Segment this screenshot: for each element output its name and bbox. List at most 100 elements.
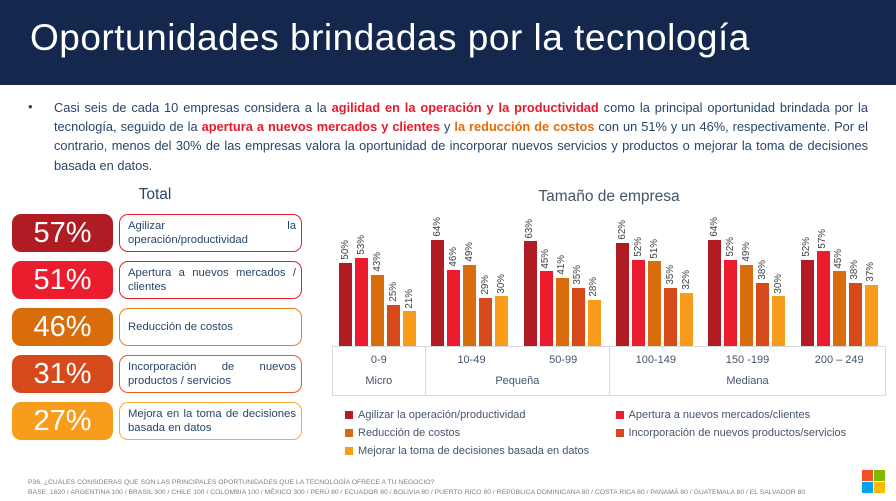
bar [371, 274, 385, 346]
bar-value-label: 45% [833, 248, 845, 269]
axis-ranges-row: 100-149 150 -199 200 – 249 [610, 347, 885, 370]
bar-value-label: 50% [339, 240, 351, 260]
bar [495, 296, 509, 346]
legend-item: Incorporación de nuevos productos/servic… [615, 427, 887, 439]
bar-slot: 37% [864, 208, 880, 346]
total-row: 46% Reducción de costos [12, 308, 304, 346]
bar-slot: 29% [478, 208, 494, 346]
bar [403, 311, 417, 346]
legend-swatch-icon [345, 447, 353, 455]
footnote: P36. ¿CUÁLES CONSIDERAS QUE SON LAS PRIN… [28, 479, 828, 496]
bar-slot: 49% [462, 208, 478, 346]
microsoft-logo-square [862, 482, 873, 493]
intro-segment: con un 51% y un 46%, respectivamente. Po… [54, 119, 868, 173]
microsoft-logo-square [862, 470, 873, 481]
bar-value-label: 43% [371, 252, 383, 272]
bar-slot: 45% [832, 208, 848, 346]
bar-slot: 25% [386, 208, 402, 346]
intro-segment: la reducción de costos [454, 119, 595, 135]
intro-segment: apertura a nuevos mercados y clientes [201, 119, 440, 135]
title-bar: Oportunidades brindadas por la tecnologí… [0, 0, 896, 85]
axis-section: 10-49 50-99 Pequeña [424, 347, 609, 395]
bar-slot: 43% [370, 208, 386, 346]
bar-value-label: 21% [403, 288, 415, 309]
axis-category-label: Pequeña [495, 374, 540, 387]
legend-label: Mejorar la toma de decisiones basada en … [358, 445, 590, 457]
bar-value-label: 51% [648, 238, 660, 259]
bar-slot: 52% [723, 208, 739, 346]
axis-range-label: 0-9 [370, 354, 387, 367]
bar [648, 261, 662, 346]
footnote-question: P36. ¿CUÁLES CONSIDERAS QUE SON LAS PRIN… [28, 479, 435, 486]
bar-slot: 49% [739, 208, 755, 346]
bar [479, 297, 493, 346]
bar [816, 251, 830, 346]
bar [724, 259, 738, 346]
bar-value-label: 52% [632, 237, 644, 257]
bar-value-label: 35% [664, 265, 676, 285]
total-value-pill: 57% [12, 214, 113, 252]
bar [539, 271, 553, 346]
legend-swatch-icon [345, 429, 353, 437]
intro-segment: Casi seis de cada 10 empresas considera … [54, 100, 332, 115]
bar-value-label: 41% [556, 255, 568, 275]
total-label-box: Apertura a nuevos mercados / clientes [119, 261, 302, 299]
company-size-chart: Tamaño de empresa 50% 53% 43% 25% 21% 64% 46% 4… [332, 188, 886, 463]
bar [832, 271, 846, 346]
bar [571, 287, 585, 346]
bar [756, 282, 770, 346]
bar-value-label: 46% [447, 247, 459, 267]
axis-range-label: 200 – 249 [814, 354, 864, 367]
bar-value-label: 64% [431, 217, 443, 237]
bar [387, 304, 401, 346]
total-row: 31% Incorporación de nuevos productos / s… [12, 355, 304, 393]
bar [355, 258, 369, 346]
microsoft-logo-square [874, 482, 885, 493]
microsoft-logo [862, 470, 885, 493]
bar-slot: 57% [816, 208, 832, 346]
page-title: Oportunidades brindadas por la tecnologí… [30, 17, 750, 58]
bar-value-label: 62% [616, 220, 628, 241]
intro-text: Casi seis de cada 10 empresas considera … [54, 98, 868, 175]
bar-slot: 32% [679, 208, 695, 346]
bar-value-label: 28% [588, 276, 600, 297]
bar-group: 50% 53% 43% 25% 21% [332, 208, 424, 346]
bar [616, 243, 630, 346]
footnote-base: BASE: 1620 / ARGENTINA 100 / BRASIL 300 … [28, 489, 806, 496]
bar-slot: 38% [848, 208, 864, 346]
axis-range-label: 150 -199 [725, 354, 770, 367]
bar-slot: 21% [402, 208, 418, 346]
intro-segment: como la principal oportunidad brindada p… [54, 100, 869, 135]
bar-group: 52% 57% 45% 38% 37% [794, 208, 886, 346]
bar-value-label: 45% [540, 248, 552, 269]
bar-value-label: 30% [772, 273, 784, 294]
bar-slot: 30% [494, 208, 510, 346]
total-label-box: Agilizar la operación/productividad [119, 214, 302, 252]
bar-slot: 50% [338, 208, 354, 346]
legend-label: Reducción de costos [358, 427, 461, 439]
legend-swatch-icon [615, 429, 624, 437]
total-label-box: Reducción de costos [119, 308, 302, 346]
axis-category-label: Micro [365, 374, 393, 387]
axis-range-label: 10-49 [457, 354, 486, 367]
bar-slot: 52% [631, 208, 647, 346]
bar-slot: 46% [446, 208, 462, 346]
bar [431, 239, 445, 346]
bar-value-label: 32% [680, 270, 692, 290]
total-panel: Total 57% Agilizar la operación/productiv… [12, 186, 304, 449]
bar-slot: 64% [430, 208, 446, 346]
x-axis-table: 0-9 Micro 10-49 50-99 Pequeña 100-149 150 -199… [332, 346, 886, 396]
total-row: 51% Apertura a nuevos mercados / clientes [12, 261, 304, 299]
legend-item: Reducción de costos [345, 427, 616, 439]
bar [555, 277, 569, 346]
bar-slot: 63% [523, 208, 539, 346]
axis-range-label: 100-149 [635, 354, 677, 367]
axis-section: 0-9 Micro [333, 347, 425, 395]
bar-group: 64% 46% 49% 29% 30% [424, 208, 516, 346]
intro-segment: y [439, 119, 455, 135]
bar [664, 287, 678, 346]
bar [632, 259, 646, 346]
intro-segment: agilidad en la operación y la productivi… [331, 100, 599, 115]
total-label-box: Incorporación de nuevos productos / serv… [119, 355, 302, 393]
bar-value-label: 38% [849, 260, 861, 280]
